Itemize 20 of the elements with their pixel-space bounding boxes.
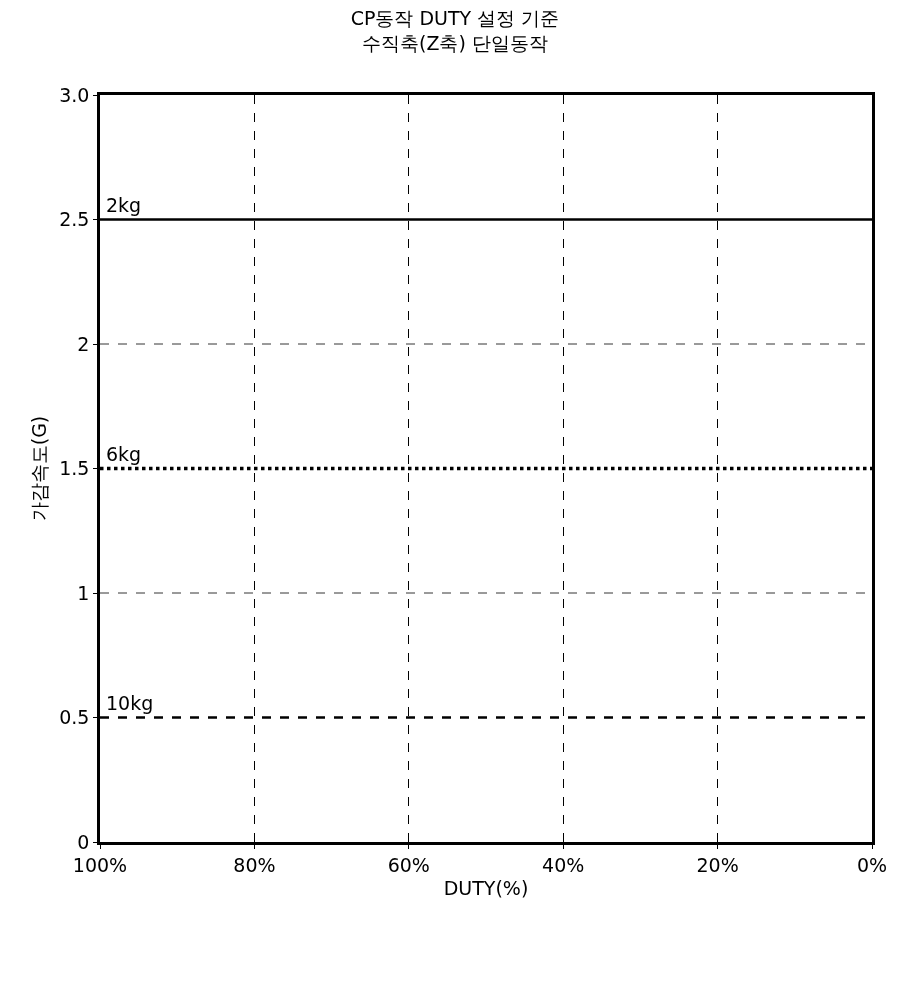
chart-subtitle: 수직축(Z축) 단일동작 [362, 31, 548, 54]
y-tick-label: 0.5 [59, 706, 90, 729]
chart-title: CP동작 DUTY 설정 기준 [350, 7, 560, 30]
series-label: 10kg [106, 692, 154, 714]
y-axis-title: 가감속도(G) [28, 415, 51, 522]
y-tick-label: 3.0 [59, 83, 90, 106]
x-tick-label: 100% [72, 853, 128, 876]
y-tick-label: 0 [77, 830, 90, 853]
x-tick-label: 0% [856, 853, 888, 876]
y-tick-label: 1.5 [59, 457, 90, 480]
y-tick-label: 1 [77, 581, 90, 604]
y-tick-label: 2 [77, 332, 90, 355]
series-label: 2kg [106, 194, 142, 216]
y-tick-label: 2.5 [59, 208, 90, 231]
x-tick-label: 40% [542, 853, 585, 876]
x-tick-label: 80% [233, 853, 276, 876]
series-label: 6kg [106, 443, 142, 465]
x-tick-label: 60% [387, 853, 430, 876]
x-tick-label: 20% [696, 853, 739, 876]
x-axis-title: DUTY(%) [443, 877, 529, 900]
